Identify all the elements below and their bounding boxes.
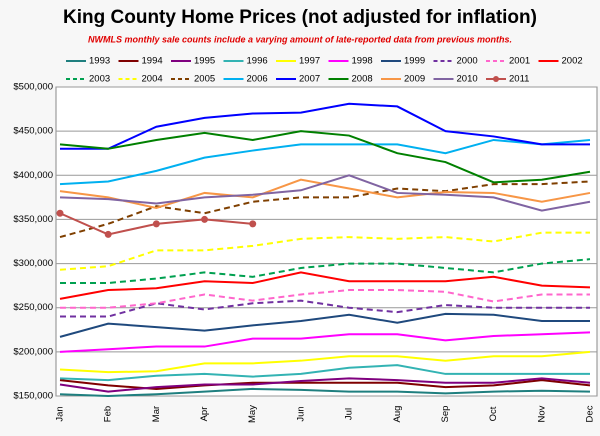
series-marker	[249, 220, 257, 228]
y-tick-label: $350,000	[13, 214, 53, 225]
x-tick-label: Jul	[344, 408, 355, 420]
x-tick-label: Sep	[440, 406, 451, 423]
x-tick-label: Oct	[488, 406, 499, 421]
x-tick-label: Jun	[295, 406, 306, 421]
x-tick-label: Feb	[103, 406, 114, 422]
y-tick-label: $250,000	[13, 302, 53, 313]
series-line	[60, 102, 590, 150]
series-marker	[201, 215, 209, 223]
series-line	[59, 231, 590, 271]
legend-label: 1993	[89, 56, 110, 67]
legend-label: 2000	[457, 56, 478, 67]
x-tick-label: Dec	[585, 405, 596, 422]
x-tick-label: Jan	[55, 406, 66, 421]
series-line	[59, 138, 591, 186]
x-tick-label: May	[247, 405, 258, 423]
legend-label: 1999	[404, 56, 425, 67]
legend-label: 2007	[299, 74, 320, 85]
series-marker	[104, 230, 112, 238]
y-tick-label: $200,000	[13, 346, 53, 357]
legend-marker	[493, 76, 499, 82]
legend-label: 2011	[509, 74, 529, 85]
series-line	[59, 178, 591, 209]
series-line	[59, 331, 591, 353]
series-line	[59, 364, 590, 382]
series-line	[59, 174, 591, 212]
y-tick-label: $450,000	[13, 126, 53, 137]
legend-label: 2010	[457, 74, 478, 85]
series-marker	[152, 220, 160, 228]
legend-label: 2001	[509, 56, 530, 67]
x-tick-label: Mar	[151, 406, 162, 422]
legend-label: 1995	[194, 56, 215, 67]
series-line	[59, 271, 591, 300]
legend-label: 2006	[247, 74, 268, 85]
series-line	[59, 387, 591, 398]
series-line	[59, 180, 591, 239]
x-tick-label: Aug	[392, 406, 403, 423]
legend-label: 1997	[299, 56, 320, 67]
series-line	[60, 258, 591, 284]
legend-label: 2003	[89, 74, 110, 85]
series-line	[60, 299, 590, 318]
y-tick-label: $500,000	[13, 82, 53, 93]
legend-label: 2008	[352, 74, 373, 85]
series-marker	[56, 209, 64, 217]
x-tick-label: Apr	[199, 407, 210, 422]
series-line	[59, 350, 591, 374]
legend-label: 1998	[352, 56, 373, 67]
chart-title: King County Home Prices (not adjusted fo…	[63, 7, 537, 28]
legend-label: 1996	[247, 56, 268, 67]
legend-label: 1994	[142, 56, 163, 67]
series-line	[60, 289, 590, 309]
series-line	[59, 377, 591, 393]
y-tick-label: $300,000	[13, 258, 53, 269]
series-line	[59, 312, 590, 338]
legend-label: 2002	[562, 56, 583, 67]
y-tick-label: $400,000	[13, 170, 53, 181]
legend-label: 2004	[142, 74, 163, 85]
x-tick-label: Nov	[536, 405, 547, 422]
chart-subtitle: NWMLS monthly sale counts include a vary…	[88, 34, 512, 44]
series-line	[59, 130, 591, 184]
legend-label: 2009	[404, 74, 425, 85]
legend-label: 2005	[194, 74, 215, 85]
y-tick-label: $150,000	[13, 391, 53, 402]
